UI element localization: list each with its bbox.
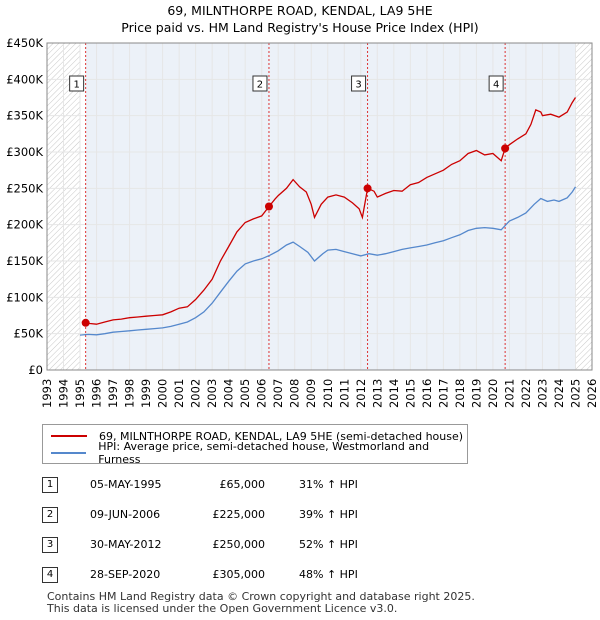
y-tick-label: £150K <box>6 254 43 268</box>
y-tick-label: £250K <box>6 181 43 195</box>
chart-title: 69, MILNTHORPE ROAD, KENDAL, LA9 5HE <box>167 3 433 18</box>
y-tick-label: £400K <box>6 72 43 86</box>
x-tick-label: 2003 <box>205 379 219 408</box>
plot-frame <box>46 42 593 371</box>
x-tick-label: 2015 <box>403 379 417 408</box>
transaction-hpi: 39% ↑ HPI <box>299 508 358 521</box>
y-tick-label: £100K <box>6 290 43 304</box>
transaction-hpi: 48% ↑ HPI <box>299 568 358 581</box>
x-tick-label: 2016 <box>420 379 434 408</box>
sale-marker-box <box>351 75 367 92</box>
x-tick-label: 2024 <box>552 379 566 408</box>
transaction-row: 4 28-SEP-2020 £305,000 48% ↑ HPI <box>42 567 562 585</box>
transaction-row: 2 09-JUN-2006 £225,000 39% ↑ HPI <box>42 507 562 525</box>
x-tick-label: 2014 <box>387 379 401 408</box>
x-tick-label: 1993 <box>40 379 54 408</box>
transaction-number: 4 <box>42 567 58 583</box>
shaded-ownership-period <box>85 43 269 370</box>
footer-licence: This data is licensed under the Open Gov… <box>47 602 398 615</box>
x-tick-label: 2004 <box>222 379 236 408</box>
sale-marker-box <box>488 75 504 92</box>
transaction-price: £250,000 <box>212 538 266 551</box>
transaction-number: 2 <box>42 507 58 523</box>
x-tick-label: 2000 <box>156 379 170 408</box>
x-tick-label: 2005 <box>238 379 252 408</box>
y-tick-label: £450K <box>6 36 43 50</box>
x-tick-label: 2021 <box>502 379 516 408</box>
chart-legend: 69, MILNTHORPE ROAD, KENDAL, LA9 5HE (se… <box>42 424 468 466</box>
footer-copyright: Contains HM Land Registry data © Crown c… <box>47 590 475 603</box>
y-tick-label: £0 <box>28 363 43 377</box>
x-tick-label: 2011 <box>337 379 351 408</box>
shaded-ownership-period <box>367 43 506 370</box>
sale-point <box>264 202 273 211</box>
transaction-row: 1 05-MAY-1995 £65,000 31% ↑ HPI <box>42 477 562 495</box>
x-tick-label: 1997 <box>106 379 120 408</box>
shaded-ownership-period <box>268 43 368 370</box>
x-tick-label: 2007 <box>271 379 285 408</box>
x-tick-label: 2012 <box>354 379 368 408</box>
price-chart: 1 2 3 4 £0 £50K £100K £150K £200K £250K £300K £350K… <box>6 36 599 408</box>
x-tick-label: 2013 <box>370 379 384 408</box>
transaction-number: 3 <box>42 537 58 553</box>
transaction-hpi: 52% ↑ HPI <box>299 538 358 551</box>
transaction-date: 30-MAY-2012 <box>90 538 162 551</box>
sale-marker-box <box>69 75 85 92</box>
x-tick-label: 2020 <box>486 379 500 408</box>
sale-marker-label: 2 <box>257 80 263 91</box>
transaction-price: £225,000 <box>212 508 266 521</box>
y-tick-label: £350K <box>6 109 43 123</box>
x-tick-label: 2018 <box>453 379 467 408</box>
x-tick-label: 2008 <box>288 379 302 408</box>
x-tick-label: 2009 <box>304 379 318 408</box>
y-tick-label: £300K <box>6 145 43 159</box>
transaction-date: 05-MAY-1995 <box>90 478 162 491</box>
x-tick-label: 2025 <box>568 379 582 408</box>
chart-subtitle: Price paid vs. HM Land Registry's House … <box>121 20 479 35</box>
x-tick-label: 1994 <box>57 379 71 408</box>
x-tick-label: 2002 <box>189 379 203 408</box>
x-tick-label: 1995 <box>73 379 87 408</box>
transaction-hpi: 31% ↑ HPI <box>299 478 358 491</box>
shaded-ownership-period <box>505 43 576 370</box>
y-tick-label: £200K <box>6 218 43 232</box>
x-tick-label: 2017 <box>436 379 450 408</box>
transaction-number: 1 <box>42 477 58 493</box>
x-tick-label: 1996 <box>90 379 104 408</box>
series-line <box>79 186 577 336</box>
x-tick-label: 2006 <box>255 379 269 408</box>
transaction-date: 09-JUN-2006 <box>90 508 161 521</box>
x-tick-label: 2026 <box>585 379 599 408</box>
x-tick-label: 2019 <box>469 379 483 408</box>
sale-marker-box <box>252 75 268 92</box>
legend-red-line <box>51 435 87 437</box>
transaction-date: 28-SEP-2020 <box>90 568 161 581</box>
hatched-region <box>575 43 592 370</box>
x-tick-label: 1999 <box>139 379 153 408</box>
sale-marker-label: 4 <box>493 80 499 91</box>
legend-item-property: 69, MILNTHORPE ROAD, KENDAL, LA9 5HE (se… <box>51 428 463 444</box>
x-tick-label: 2023 <box>535 379 549 408</box>
transaction-row: 3 30-MAY-2012 £250,000 52% ↑ HPI <box>42 537 562 555</box>
sale-point <box>363 184 372 193</box>
y-tick-label: £50K <box>14 327 44 341</box>
x-tick-label: 2022 <box>519 379 533 408</box>
x-tick-label: 2010 <box>321 379 335 408</box>
legend-hpi-label: HPI: Average price, semi-detached house,… <box>98 440 430 466</box>
sale-marker-label: 3 <box>355 80 361 91</box>
legend-item-hpi: HPI: Average price, semi-detached house,… <box>51 440 467 466</box>
legend-blue-line <box>51 452 87 454</box>
transaction-price: £65,000 <box>219 478 266 491</box>
transaction-price: £305,000 <box>212 568 266 581</box>
legend-property-label: 69, MILNTHORPE ROAD, KENDAL, LA9 5HE (se… <box>99 429 464 443</box>
sale-point <box>501 144 510 153</box>
sale-marker-label: 1 <box>73 80 79 91</box>
x-tick-label: 2001 <box>172 379 186 408</box>
sale-point <box>81 318 90 327</box>
x-tick-label: 1998 <box>123 379 137 408</box>
